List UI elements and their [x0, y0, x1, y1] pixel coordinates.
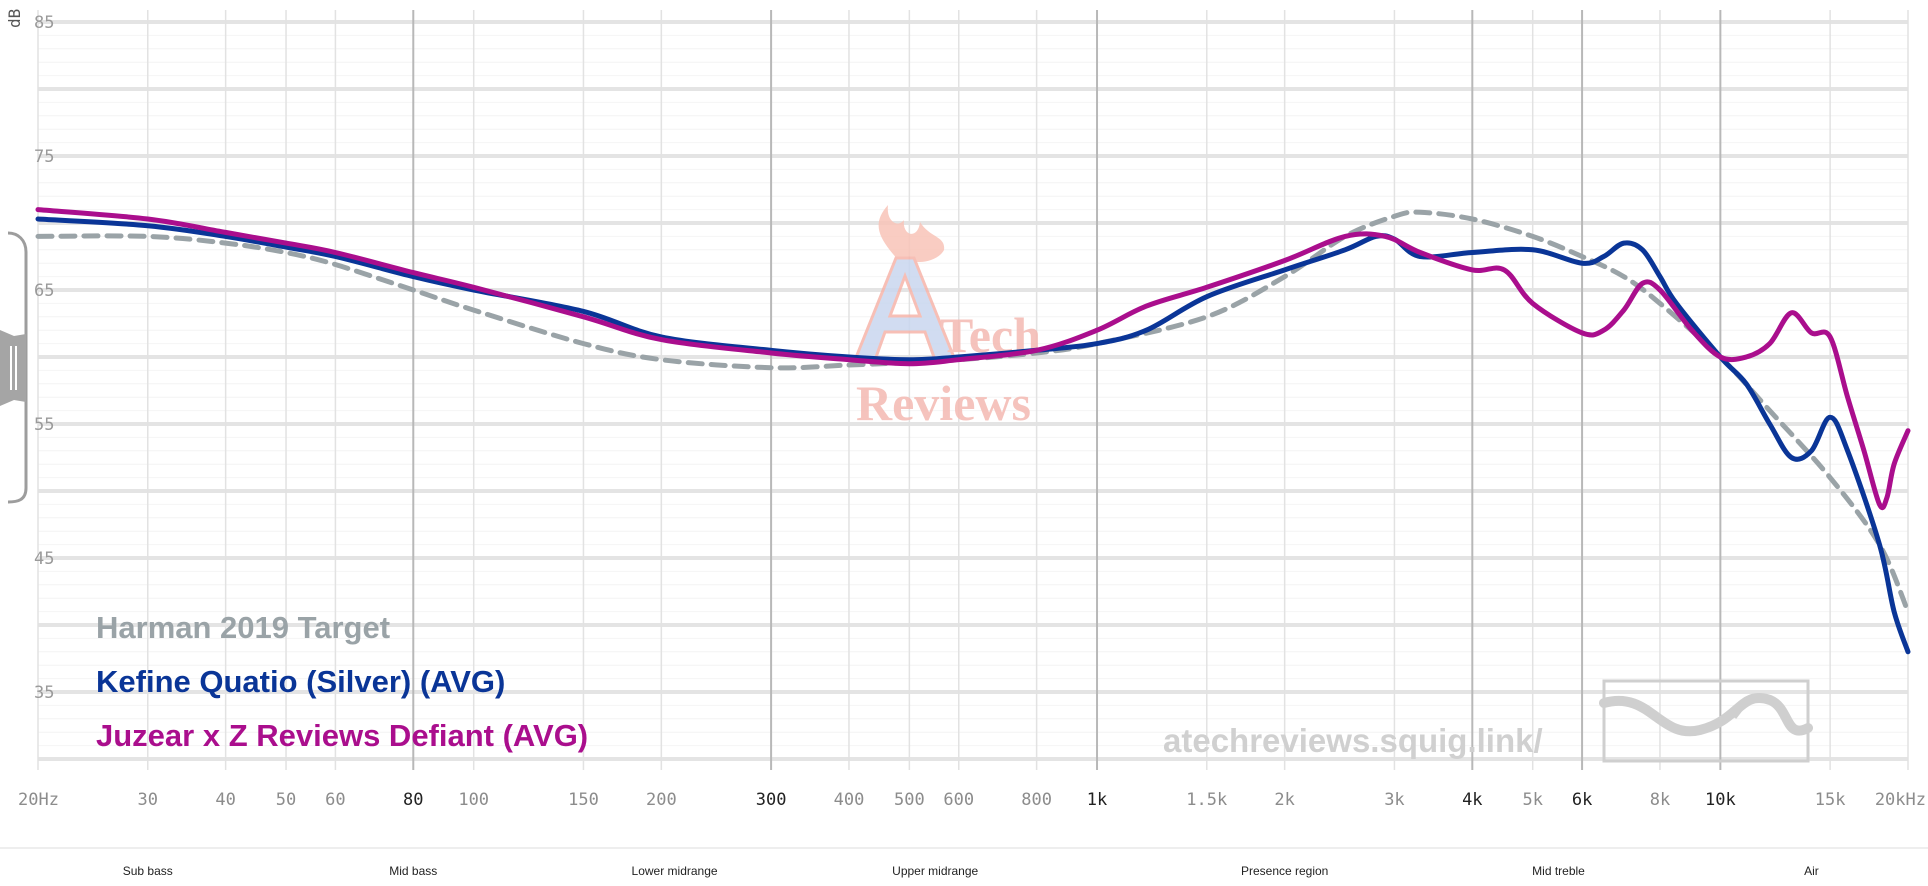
region-label: Presence region [1241, 864, 1328, 878]
region-label: Mid bass [389, 864, 437, 878]
x-tick-label: 5k [1522, 790, 1542, 810]
vertical-grid [37, 10, 1909, 770]
series-lines [35, 207, 1911, 655]
x-tick-label: 8k [1650, 790, 1670, 810]
legend-entry-0[interactable]: Harman 2019 Target [96, 610, 390, 645]
x-tick-label: 30 [138, 790, 158, 810]
y-axis-unit-label: dB [5, 9, 24, 28]
site-url-watermark: atechreviews.squig.link/ [1163, 722, 1543, 759]
x-tick-label: 150 [568, 790, 599, 810]
y-tick-label: 55 [34, 415, 54, 435]
x-tick-label: 3k [1384, 790, 1404, 810]
legend-entry-1[interactable]: Kefine Quatio (Silver) (AVG) [96, 664, 505, 699]
region-label: Mid treble [1532, 864, 1585, 878]
logo-text-line2: Reviews [856, 375, 1031, 431]
x-tick-label: 4k [1462, 790, 1482, 810]
x-tick-label: 600 [943, 790, 974, 810]
x-tick-label: 1k [1087, 790, 1107, 810]
x-tick-label: 15k [1815, 790, 1846, 810]
frequency-region-labels: Sub bass Mid bass Lower midrange Upper midr… [123, 864, 1819, 878]
x-axis-labels: 20Hz 30 40 50 60 80 100 150 200 300 400 500 600 800 1k… [18, 790, 1926, 810]
atech-logo-watermark: Tech Reviews [852, 205, 1041, 431]
region-label: Lower midrange [632, 864, 718, 878]
x-tick-label: 100 [458, 790, 489, 810]
region-label: Air [1804, 864, 1819, 878]
y-tick-label: 35 [34, 683, 54, 703]
x-tick-label: 50 [276, 790, 296, 810]
x-tick-label: 400 [834, 790, 865, 810]
series-line-2[interactable] [35, 207, 1911, 511]
x-tick-label: 300 [756, 790, 787, 810]
x-tick-label: 60 [325, 790, 345, 810]
y-tick-label: 65 [34, 281, 54, 301]
x-tick-label: 200 [646, 790, 677, 810]
x-tick-label: 800 [1021, 790, 1052, 810]
x-tick-label: 2k [1274, 790, 1294, 810]
legend-entry-2[interactable]: Juzear x Z Reviews Defiant (AVG) [96, 718, 588, 753]
y-axis-labels: 85 75 65 55 45 35 [34, 13, 54, 703]
x-tick-label: 80 [403, 790, 423, 810]
x-tick-label: 20Hz [18, 790, 59, 810]
x-tick-label: 40 [215, 790, 235, 810]
flame-icon [878, 205, 945, 262]
legend: Harman 2019 Target Kefine Quatio (Silver)… [96, 610, 588, 753]
squig-logo-icon [1599, 679, 1813, 763]
x-tick-label: 6k [1572, 790, 1592, 810]
region-label: Upper midrange [892, 864, 978, 878]
x-tick-label: 20kHz [1875, 790, 1926, 810]
y-tick-label: 75 [34, 147, 54, 167]
x-tick-label: 500 [894, 790, 925, 810]
y-tick-label: 45 [34, 549, 54, 569]
region-label: Sub bass [123, 864, 173, 878]
y-scale-drag-handle[interactable] [0, 231, 28, 504]
y-tick-label: 85 [34, 13, 54, 33]
x-tick-label: 10k [1705, 790, 1736, 810]
series-line-1[interactable] [35, 216, 1911, 655]
x-tick-label: 1.5k [1186, 790, 1227, 810]
